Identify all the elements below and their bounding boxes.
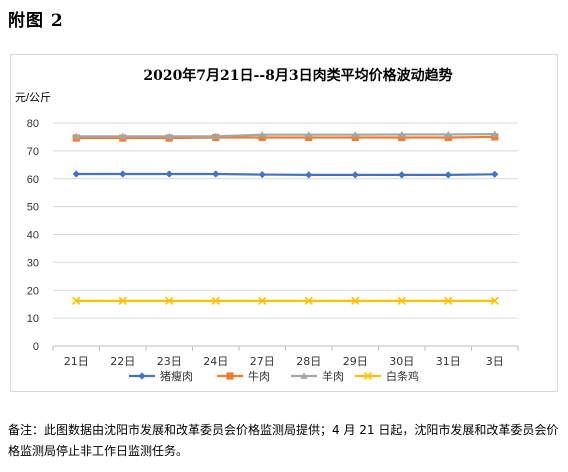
x-tick-label: 31日 — [436, 355, 461, 368]
legend-label: 白条鸡 — [386, 369, 419, 383]
legend-label: 羊肉 — [322, 369, 344, 383]
data-point-mutton — [212, 132, 220, 140]
legend-item-broiler-chicken: 白条鸡 — [355, 369, 419, 383]
data-point-mutton — [398, 130, 406, 138]
data-point-mutton — [72, 132, 80, 140]
y-tick-label: 50 — [27, 202, 39, 214]
data-point-broiler-chicken — [304, 296, 313, 306]
data-point-beef — [444, 133, 452, 142]
series-line-beef — [76, 135, 495, 140]
data-point-lean-pork — [212, 170, 220, 178]
series-line-mutton — [76, 133, 495, 138]
legend-item-beef: 牛肉 — [217, 369, 270, 383]
x-tick-label: 24日 — [203, 355, 228, 368]
data-point-broiler-chicken — [490, 296, 499, 306]
x-tick-label: 30日 — [389, 355, 414, 368]
data-point-mutton — [119, 132, 127, 140]
legend-marker-icon — [300, 372, 308, 379]
data-point-broiler-chicken — [397, 296, 406, 306]
data-point-mutton — [491, 130, 499, 138]
data-point-mutton — [165, 132, 173, 140]
y-tick-label: 20 — [27, 285, 39, 297]
legend-marker-icon — [363, 371, 373, 381]
data-point-mutton — [258, 131, 266, 138]
y-tick-label: 60 — [27, 174, 39, 186]
footnote: 备注：此图数据由沈阳市发展和改革委员会价格监测局提供；4 月 21 日起，沈阳市… — [8, 423, 559, 458]
data-point-lean-pork — [72, 170, 80, 178]
x-tick-label: 3日 — [486, 355, 504, 368]
data-point-lean-pork — [444, 171, 452, 179]
data-point-lean-pork — [165, 170, 173, 178]
x-tick-label: 27日 — [250, 355, 275, 368]
y-tick-label: 10 — [27, 313, 39, 325]
legend-item-lean-pork: 猪瘦肉 — [129, 369, 193, 383]
legend-label: 猪瘦肉 — [160, 369, 193, 383]
data-point-lean-pork — [491, 170, 499, 178]
chart-frame: 2020年7月21日--8月3日肉类平均价格波动趋势 元/公斤 0 10 20 30 4… — [10, 54, 558, 392]
y-tick-label: 80 — [27, 118, 39, 130]
data-point-broiler-chicken — [118, 296, 127, 306]
data-point-lean-pork — [351, 171, 359, 179]
legend-item-mutton: 羊肉 — [291, 369, 344, 383]
data-point-mutton — [351, 131, 359, 138]
x-tick-label: 22日 — [110, 355, 135, 368]
data-point-lean-pork — [305, 171, 313, 179]
series-broiler-chicken — [72, 296, 499, 306]
y-tick-label: 0 — [33, 341, 39, 353]
price-trend-chart: 2020年7月21日--8月3日肉类平均价格波动趋势 元/公斤 0 10 20 30 4… — [15, 67, 519, 383]
data-point-broiler-chicken — [211, 296, 220, 306]
data-point-broiler-chicken — [165, 296, 174, 306]
x-tick-label: 23日 — [157, 355, 182, 368]
data-point-mutton — [444, 130, 452, 138]
data-point-lean-pork — [258, 170, 266, 179]
y-tick-label: 30 — [27, 257, 39, 269]
x-tick-label: 28日 — [296, 355, 321, 368]
series-line-lean-pork — [76, 172, 495, 176]
chart-title: 2020年7月21日--8月3日肉类平均价格波动趋势 — [143, 67, 452, 84]
x-tick-label: 29日 — [343, 355, 368, 368]
data-point-mutton — [305, 131, 313, 138]
y-tick-label: 40 — [27, 230, 39, 242]
data-point-broiler-chicken — [72, 296, 81, 306]
data-point-lean-pork — [398, 171, 406, 179]
data-point-broiler-chicken — [258, 296, 267, 306]
x-tick-label: 21日 — [64, 355, 89, 368]
data-point-broiler-chicken — [351, 296, 360, 306]
legend-marker-icon — [226, 372, 234, 380]
series-mutton — [72, 130, 499, 140]
series-lean-pork — [72, 170, 499, 179]
data-point-broiler-chicken — [444, 296, 453, 306]
y-axis-label: 元/公斤 — [15, 91, 51, 104]
data-point-lean-pork — [119, 170, 127, 178]
data-point-beef — [398, 133, 406, 142]
y-tick-label: 70 — [27, 146, 39, 158]
legend-marker-icon — [138, 372, 146, 380]
legend-label: 牛肉 — [248, 369, 270, 383]
figure-heading: 附图 2 — [8, 11, 64, 31]
